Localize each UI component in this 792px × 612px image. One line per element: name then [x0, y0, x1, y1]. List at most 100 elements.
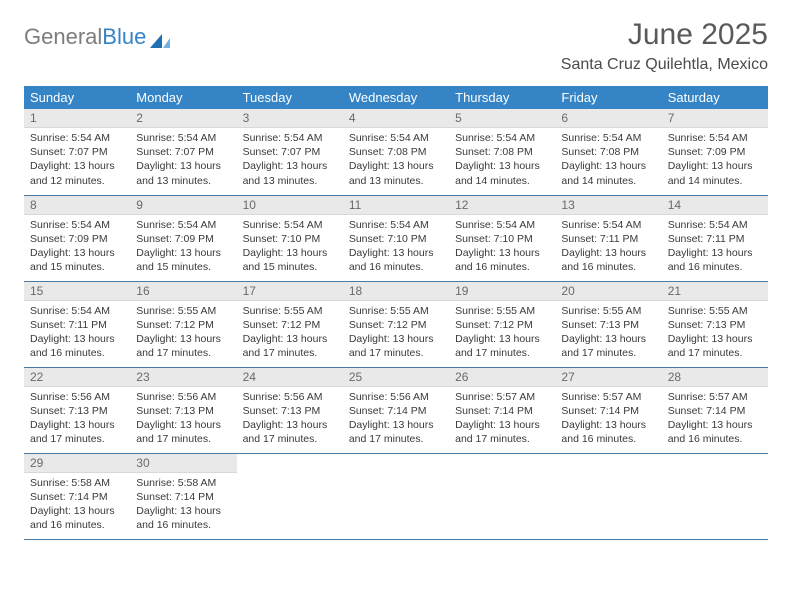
calendar-row: 8Sunrise: 5:54 AMSunset: 7:09 PMDaylight…	[24, 195, 768, 281]
sunset-text: Sunset: 7:07 PM	[30, 145, 124, 159]
calendar-row: 15Sunrise: 5:54 AMSunset: 7:11 PMDayligh…	[24, 281, 768, 367]
sunrise-text: Sunrise: 5:55 AM	[136, 304, 230, 318]
calendar-row: 29Sunrise: 5:58 AMSunset: 7:14 PMDayligh…	[24, 453, 768, 539]
calendar-cell	[662, 453, 768, 539]
calendar-cell: 16Sunrise: 5:55 AMSunset: 7:12 PMDayligh…	[130, 281, 236, 367]
daylight-text: Daylight: 13 hours	[136, 418, 230, 432]
calendar-cell: 3Sunrise: 5:54 AMSunset: 7:07 PMDaylight…	[237, 109, 343, 195]
weekday-header: Thursday	[449, 86, 555, 109]
daylight-text: and 16 minutes.	[561, 260, 655, 274]
sunset-text: Sunset: 7:10 PM	[243, 232, 337, 246]
sunset-text: Sunset: 7:07 PM	[136, 145, 230, 159]
calendar-cell	[555, 453, 661, 539]
sunrise-text: Sunrise: 5:54 AM	[30, 218, 124, 232]
sunrise-text: Sunrise: 5:54 AM	[30, 304, 124, 318]
day-number: 13	[555, 196, 661, 215]
calendar-cell: 27Sunrise: 5:57 AMSunset: 7:14 PMDayligh…	[555, 367, 661, 453]
day-details: Sunrise: 5:58 AMSunset: 7:14 PMDaylight:…	[24, 473, 130, 539]
daylight-text: and 16 minutes.	[668, 432, 762, 446]
sunrise-text: Sunrise: 5:55 AM	[243, 304, 337, 318]
day-number: 17	[237, 282, 343, 301]
day-number: 4	[343, 109, 449, 128]
daylight-text: and 16 minutes.	[30, 346, 124, 360]
daylight-text: Daylight: 13 hours	[30, 159, 124, 173]
daylight-text: Daylight: 13 hours	[455, 332, 549, 346]
location: Santa Cruz Quilehtla, Mexico	[561, 56, 768, 74]
sunrise-text: Sunrise: 5:54 AM	[30, 131, 124, 145]
sail-icon	[150, 28, 170, 42]
header: GeneralBlue June 2025 Santa Cruz Quileht…	[24, 18, 768, 74]
calendar-cell: 28Sunrise: 5:57 AMSunset: 7:14 PMDayligh…	[662, 367, 768, 453]
day-details: Sunrise: 5:54 AMSunset: 7:10 PMDaylight:…	[449, 215, 555, 281]
weekday-header: Monday	[130, 86, 236, 109]
calendar-cell: 10 Sunrise: 5:54 AMSunset: 7:10 PMDayligh…	[237, 195, 343, 281]
sunset-text: Sunset: 7:13 PM	[136, 404, 230, 418]
daylight-text: and 16 minutes.	[349, 260, 443, 274]
sunset-text: Sunset: 7:08 PM	[455, 145, 549, 159]
daylight-text: and 17 minutes.	[243, 346, 337, 360]
daylight-text: and 17 minutes.	[136, 346, 230, 360]
sunrise-text: Sunrise: 5:54 AM	[561, 131, 655, 145]
sunrise-text: Sunrise: 5:55 AM	[455, 304, 549, 318]
sunset-text: Sunset: 7:14 PM	[561, 404, 655, 418]
sunrise-text: Sunrise: 5:58 AM	[30, 476, 124, 490]
day-number: 21	[662, 282, 768, 301]
day-number: 10	[237, 196, 343, 215]
sunrise-text: Sunrise: 5:54 AM	[349, 218, 443, 232]
calendar-cell: 29Sunrise: 5:58 AMSunset: 7:14 PMDayligh…	[24, 453, 130, 539]
sunset-text: Sunset: 7:14 PM	[136, 490, 230, 504]
weekday-header: Saturday	[662, 86, 768, 109]
calendar-cell: 17Sunrise: 5:55 AMSunset: 7:12 PMDayligh…	[237, 281, 343, 367]
day-number: 15	[24, 282, 130, 301]
daylight-text: and 12 minutes.	[30, 174, 124, 188]
weekday-header-row: Sunday Monday Tuesday Wednesday Thursday…	[24, 86, 768, 109]
day-number: 3	[237, 109, 343, 128]
calendar-row: 1Sunrise: 5:54 AMSunset: 7:07 PMDaylight…	[24, 109, 768, 195]
day-details: Sunrise: 5:55 AMSunset: 7:13 PMDaylight:…	[662, 301, 768, 367]
calendar-cell	[343, 453, 449, 539]
daylight-text: Daylight: 13 hours	[455, 418, 549, 432]
day-number: 7	[662, 109, 768, 128]
weekday-header: Wednesday	[343, 86, 449, 109]
calendar-cell: 2Sunrise: 5:54 AMSunset: 7:07 PMDaylight…	[130, 109, 236, 195]
weekday-header: Friday	[555, 86, 661, 109]
day-number: 30	[130, 454, 236, 473]
day-details: Sunrise: 5:57 AMSunset: 7:14 PMDaylight:…	[662, 387, 768, 453]
day-details: Sunrise: 5:54 AMSunset: 7:07 PMDaylight:…	[24, 128, 130, 194]
daylight-text: Daylight: 13 hours	[243, 246, 337, 260]
daylight-text: Daylight: 13 hours	[668, 246, 762, 260]
calendar-cell: 22Sunrise: 5:56 AMSunset: 7:13 PMDayligh…	[24, 367, 130, 453]
calendar-cell: 25Sunrise: 5:56 AMSunset: 7:14 PMDayligh…	[343, 367, 449, 453]
daylight-text: and 17 minutes.	[243, 432, 337, 446]
day-details: Sunrise: 5:57 AMSunset: 7:14 PMDaylight:…	[449, 387, 555, 453]
calendar-cell: 9Sunrise: 5:54 AMSunset: 7:09 PMDaylight…	[130, 195, 236, 281]
calendar-cell: 19Sunrise: 5:55 AMSunset: 7:12 PMDayligh…	[449, 281, 555, 367]
daylight-text: Daylight: 13 hours	[30, 418, 124, 432]
day-details: Sunrise: 5:54 AMSunset: 7:11 PMDaylight:…	[24, 301, 130, 367]
calendar-cell: 23Sunrise: 5:56 AMSunset: 7:13 PMDayligh…	[130, 367, 236, 453]
calendar-cell: 8Sunrise: 5:54 AMSunset: 7:09 PMDaylight…	[24, 195, 130, 281]
day-number: 18	[343, 282, 449, 301]
calendar-cell: 7Sunrise: 5:54 AMSunset: 7:09 PMDaylight…	[662, 109, 768, 195]
daylight-text: Daylight: 13 hours	[349, 159, 443, 173]
sunrise-text: Sunrise: 5:54 AM	[243, 218, 337, 232]
day-number: 25	[343, 368, 449, 387]
day-details: Sunrise: 5:54 AMSunset: 7:11 PMDaylight:…	[555, 215, 661, 281]
sunset-text: Sunset: 7:12 PM	[455, 318, 549, 332]
daylight-text: and 13 minutes.	[349, 174, 443, 188]
calendar-cell: 26Sunrise: 5:57 AMSunset: 7:14 PMDayligh…	[449, 367, 555, 453]
daylight-text: and 16 minutes.	[455, 260, 549, 274]
day-number: 27	[555, 368, 661, 387]
day-details: Sunrise: 5:55 AMSunset: 7:12 PMDaylight:…	[237, 301, 343, 367]
daylight-text: and 16 minutes.	[136, 518, 230, 532]
daylight-text: and 17 minutes.	[455, 346, 549, 360]
daylight-text: Daylight: 13 hours	[455, 159, 549, 173]
sunset-text: Sunset: 7:14 PM	[30, 490, 124, 504]
sunset-text: Sunset: 7:12 PM	[349, 318, 443, 332]
day-number: 23	[130, 368, 236, 387]
sunset-text: Sunset: 7:10 PM	[349, 232, 443, 246]
day-number: 26	[449, 368, 555, 387]
sunset-text: Sunset: 7:09 PM	[136, 232, 230, 246]
calendar-cell: 15Sunrise: 5:54 AMSunset: 7:11 PMDayligh…	[24, 281, 130, 367]
sunrise-text: Sunrise: 5:56 AM	[349, 390, 443, 404]
